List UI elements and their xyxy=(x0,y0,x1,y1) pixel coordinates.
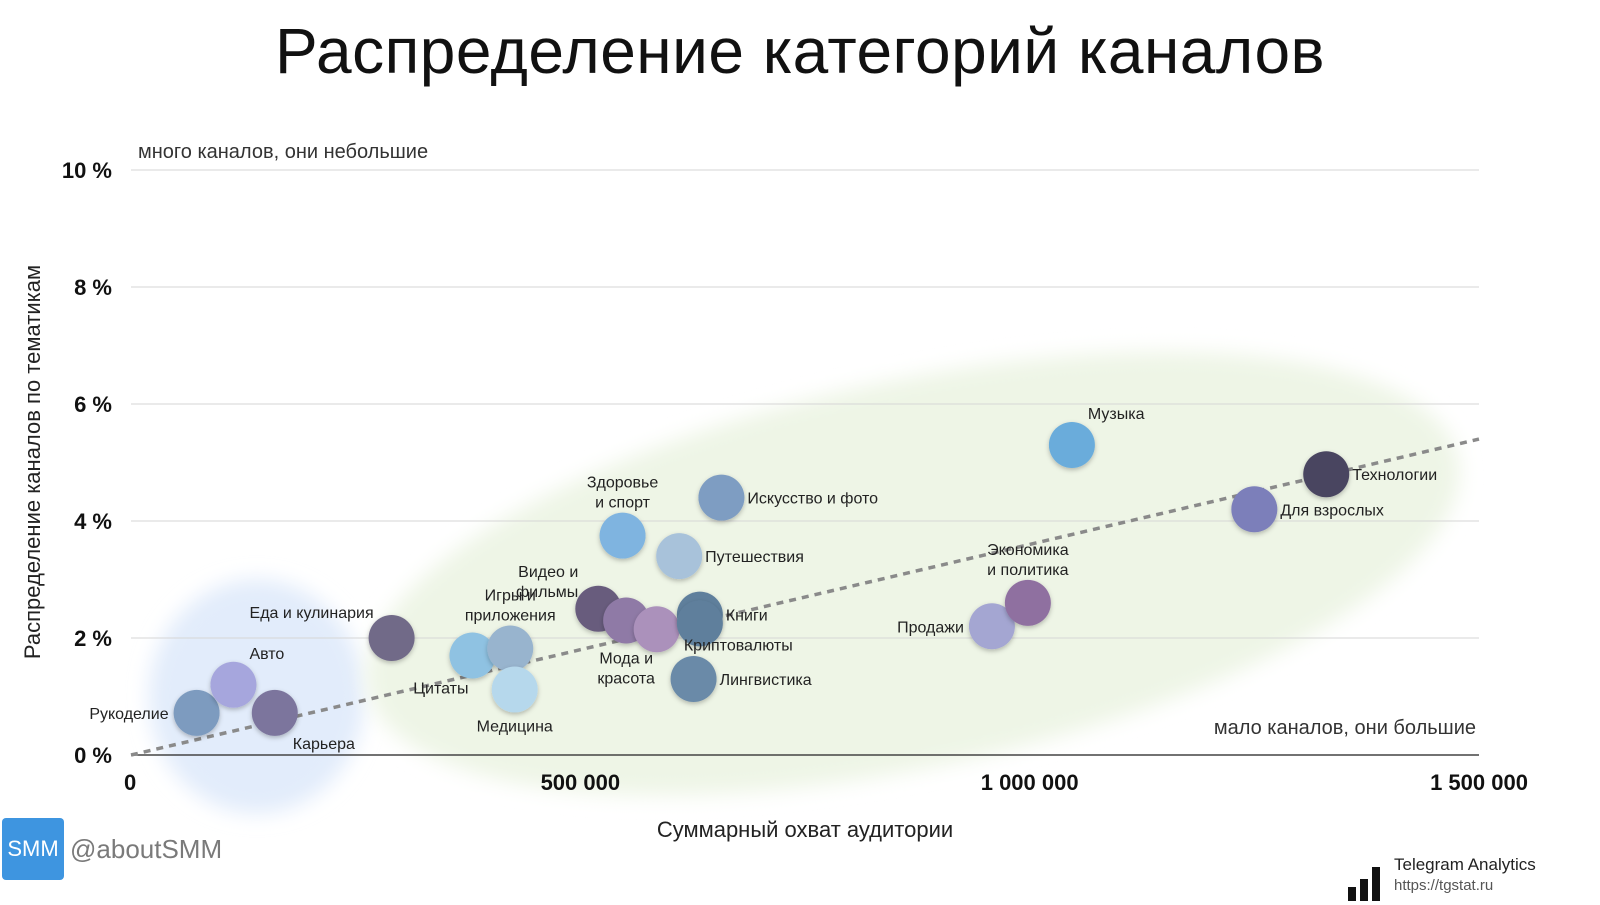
chart-title: Распределение категорий каналов xyxy=(274,15,1326,87)
y-tick-label: 2 % xyxy=(74,626,112,651)
point xyxy=(251,689,298,736)
point-label: Криптовалюты xyxy=(684,637,793,654)
point xyxy=(599,512,646,559)
point xyxy=(1231,486,1278,533)
point-label: и спорт xyxy=(595,495,650,512)
y-axis-title: Распределение каналов по тематикам xyxy=(20,265,45,659)
source-name: Telegram Analytics xyxy=(1394,855,1536,874)
region-layer xyxy=(148,352,1460,814)
x-tick-label: 0 xyxy=(124,770,136,795)
point-label: Искусство и фото xyxy=(747,491,878,508)
point-label: Карьера xyxy=(293,736,355,753)
source-url: https://tgstat.ru xyxy=(1394,877,1494,894)
point xyxy=(368,615,415,661)
y-tick-label: 8 % xyxy=(74,275,112,300)
y-tick-label: 10 % xyxy=(62,158,112,183)
point-label: Видео и xyxy=(518,564,578,581)
point xyxy=(173,689,220,736)
point xyxy=(491,666,538,713)
point-label: Рукоделие xyxy=(89,706,168,723)
point-label: Медицина xyxy=(477,718,553,735)
point xyxy=(656,533,703,580)
point xyxy=(487,625,534,672)
point xyxy=(449,632,496,679)
point-label: Еда и кулинария xyxy=(250,605,374,622)
point-label: Лингвистика xyxy=(720,672,812,689)
point-label: Продажи xyxy=(897,619,964,636)
trend-layer xyxy=(130,437,1480,757)
point-label: и политика xyxy=(987,562,1068,579)
point-label: красота xyxy=(597,670,655,687)
point-label: Здоровье xyxy=(587,475,659,492)
x-axis-title: Суммарный охват аудитории xyxy=(657,817,953,842)
region-1 xyxy=(366,352,1460,796)
y-tick-label: 4 % xyxy=(74,509,112,534)
point xyxy=(1004,579,1051,626)
point-label: Игры и xyxy=(485,588,536,605)
x-tick-label: 500 000 xyxy=(541,770,621,795)
note-bottom-right: мало каналов, они большие xyxy=(1214,717,1476,739)
grid-layer xyxy=(131,169,1479,756)
source-credit: Telegram Analytics https://tgstat.ru xyxy=(1346,855,1586,905)
trend-line xyxy=(130,437,1480,757)
brand-handle: @aboutSMM xyxy=(70,833,223,864)
point-label: Авто xyxy=(249,646,284,663)
point-label: Цитаты xyxy=(413,681,468,698)
y-tick-label: 6 % xyxy=(74,392,112,417)
smm-badge: SMM xyxy=(2,818,64,880)
point-label: Мода и xyxy=(599,650,653,667)
brand-logo: SMM @aboutSMM xyxy=(2,818,222,880)
axis-layer: 0 % 2 % 4 % 6 % 8 % 10 % 0 500 000 1 000 000 1 50… xyxy=(62,158,1528,795)
point-label: Музыка xyxy=(1088,406,1145,423)
point-label: Путешествия xyxy=(705,549,804,566)
x-tick-label: 1 500 000 xyxy=(1430,770,1528,795)
point-label: Книги xyxy=(726,608,768,625)
point xyxy=(698,474,745,521)
x-tick-label: 1 000 000 xyxy=(981,770,1079,795)
point-label: фильмы xyxy=(516,584,578,601)
note-top-left: много каналов, они небольшие xyxy=(138,141,428,163)
y-tick-label: 0 % xyxy=(74,743,112,768)
bar-chart-icon xyxy=(1348,867,1380,901)
point xyxy=(676,600,723,647)
point-label: приложения xyxy=(465,608,556,625)
point xyxy=(210,661,257,708)
point xyxy=(968,603,1015,650)
point-label: Экономика xyxy=(987,542,1069,559)
point-label: Технологии xyxy=(1352,467,1437,484)
point xyxy=(633,606,680,653)
labels-layer: Рукоделие Авто Карьера Еда и кулинария Цитат… xyxy=(89,406,1437,753)
point xyxy=(670,655,717,702)
point-label: Для взрослых xyxy=(1280,502,1384,519)
points-layer xyxy=(173,421,1350,736)
point xyxy=(1048,421,1095,468)
point xyxy=(1303,451,1350,498)
